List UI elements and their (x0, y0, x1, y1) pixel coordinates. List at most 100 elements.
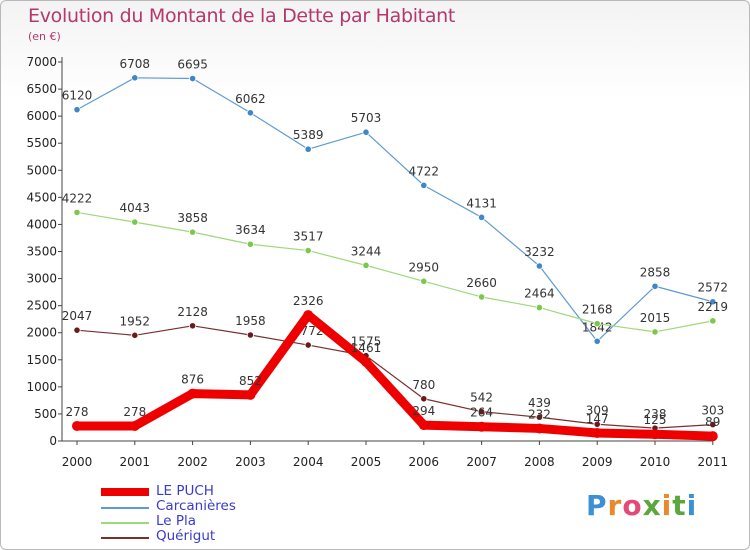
data-label: 2015 (640, 311, 671, 325)
x-tick-label: 2010 (640, 455, 671, 469)
data-point (534, 423, 545, 434)
y-tick-label: 6500 (26, 82, 57, 96)
data-label: 89 (705, 415, 720, 429)
data-label: 3858 (177, 211, 208, 225)
data-point (420, 181, 428, 189)
data-point (131, 74, 139, 82)
data-point (476, 421, 487, 432)
legend-swatch (101, 507, 149, 509)
data-point (246, 331, 254, 339)
data-point (593, 420, 601, 428)
data-label: 876 (181, 373, 204, 387)
data-point (709, 317, 717, 325)
data-point (189, 228, 197, 236)
data-label: 1575 (351, 335, 382, 349)
y-tick-label: 3500 (26, 245, 57, 259)
series-line-le-puch (72, 310, 718, 441)
data-point (535, 413, 544, 421)
series-line-carcani-res (76, 77, 714, 342)
data-point (535, 303, 544, 312)
data-label: 3517 (293, 230, 324, 244)
data-point (477, 408, 486, 416)
data-point (73, 106, 81, 114)
data-label: 5703 (351, 111, 382, 125)
data-point (189, 74, 197, 83)
x-tick-label: 2011 (698, 455, 729, 469)
data-label: 4222 (62, 191, 93, 205)
y-tick-label: 1000 (26, 380, 57, 394)
data-label: 5389 (293, 128, 324, 142)
y-tick-label: 2500 (26, 299, 57, 313)
data-point (420, 277, 428, 285)
data-label: 2464 (524, 287, 555, 301)
data-point (131, 218, 139, 226)
line-chart: 0 500 1000 1500 2000 2500 3000 3500 4000 4500 5000… (26, 55, 729, 469)
data-label: 1958 (235, 314, 266, 328)
x-tick-label: 2008 (524, 455, 555, 469)
data-label: 238 (644, 407, 667, 421)
data-label: 4722 (409, 164, 440, 178)
x-tick-label: 2006 (409, 455, 440, 469)
data-label: 278 (123, 405, 146, 419)
legend-label: Quérigut (156, 528, 216, 544)
data-label: 3244 (351, 244, 382, 258)
data-label: 278 (66, 405, 89, 419)
data-point (245, 389, 256, 400)
legend-swatch (101, 522, 149, 524)
y-tick-label: 5500 (26, 136, 57, 150)
data-point (709, 298, 717, 306)
data-label: 2660 (466, 276, 497, 290)
y-tick-label: 7000 (26, 55, 57, 69)
data-label: 2326 (293, 294, 324, 308)
data-label: 3634 (235, 223, 266, 237)
y-tick-label: 4000 (26, 217, 57, 231)
data-label: 125 (644, 413, 667, 427)
data-point (477, 213, 486, 221)
data-point (593, 337, 601, 345)
chart-title: Evolution du Montant de la Dette par Hab… (28, 5, 456, 27)
y-tick-label: 500 (34, 407, 57, 421)
data-label: 542 (470, 391, 493, 405)
data-point (187, 388, 198, 399)
data-point (246, 240, 254, 248)
y-tick-label: 1500 (26, 353, 57, 367)
data-label: 147 (586, 412, 609, 426)
data-point (592, 428, 603, 439)
x-tick-label: 2009 (582, 455, 613, 469)
series-line-qu-rigut (76, 325, 714, 429)
data-label: 309 (586, 403, 609, 417)
data-point (709, 420, 717, 429)
data-point (303, 310, 314, 321)
data-label: 264 (470, 406, 493, 420)
data-label: 439 (528, 396, 551, 410)
data-label: 6708 (120, 57, 151, 71)
chart-subtitle: (en €) (28, 30, 61, 43)
data-point (535, 262, 544, 270)
legend-label: Carcanières (156, 498, 236, 514)
data-point (304, 246, 312, 255)
data-point (73, 326, 81, 334)
y-tick-label: 2000 (26, 326, 57, 340)
y-tick-label: 4500 (26, 190, 57, 204)
legend-swatch (101, 488, 149, 496)
data-label: 1842 (582, 320, 613, 334)
data-point (651, 282, 659, 290)
data-label: 4131 (466, 196, 497, 210)
data-label: 1461 (351, 341, 382, 355)
legend-swatch (101, 537, 149, 539)
data-point (418, 420, 429, 431)
data-point (129, 420, 140, 431)
data-label: 852 (239, 374, 262, 388)
data-point (362, 128, 370, 136)
data-label: 2128 (177, 305, 208, 319)
data-label: 2572 (698, 281, 729, 295)
legend-label: LE PUCH (156, 483, 214, 499)
data-label: 4043 (120, 201, 151, 215)
data-point (477, 293, 486, 301)
data-label: 303 (701, 404, 724, 418)
x-tick-label: 2002 (177, 455, 208, 469)
data-label: 294 (412, 404, 435, 418)
series-line-le-pla (76, 211, 714, 333)
data-label: 780 (412, 378, 435, 392)
data-point (304, 341, 312, 349)
